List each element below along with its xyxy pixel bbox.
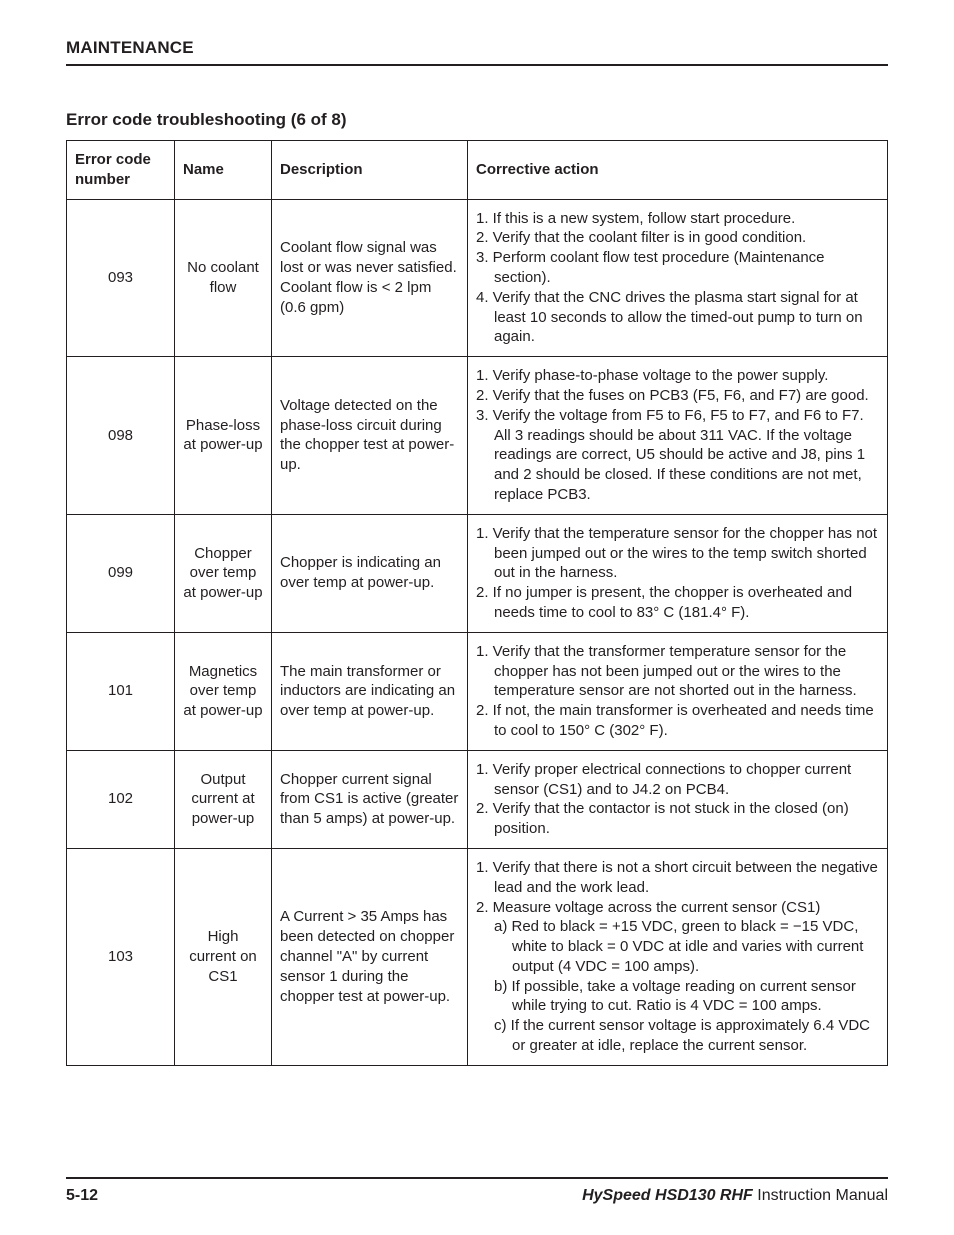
table-row: 101 Magnetics over temp at power-up The … <box>67 632 888 750</box>
product-name: HySpeed HSD130 RHF <box>582 1187 753 1204</box>
cell-desc: Coolant flow signal was lost or was neve… <box>272 199 468 357</box>
table-row: 093 No coolant flow Coolant flow signal … <box>67 199 888 357</box>
action-subitem: a) Red to black = +15 VDC, green to blac… <box>476 917 879 976</box>
cell-name: High current on CS1 <box>175 848 272 1065</box>
cell-name: No coolant flow <box>175 199 272 357</box>
action-item: 2. Measure voltage across the current se… <box>476 898 879 918</box>
cell-name: Output current at power-up <box>175 750 272 848</box>
table-row: 102 Output current at power-up Chopper c… <box>67 750 888 848</box>
cell-code: 098 <box>67 357 175 515</box>
cell-action: 1. Verify that there is not a short circ… <box>468 848 888 1065</box>
action-item: 1. Verify that the transformer temperatu… <box>476 642 879 701</box>
page-number: 5-12 <box>66 1187 98 1205</box>
table-row: 098 Phase-loss at power-up Voltage detec… <box>67 357 888 515</box>
cell-code: 103 <box>67 848 175 1065</box>
page-footer: 5-12 HySpeed HSD130 RHF Instruction Manu… <box>66 1177 888 1205</box>
action-item: 1. Verify that the temperature sensor fo… <box>476 524 879 583</box>
col-error-code: Error code number <box>67 141 175 200</box>
table-row: 099 Chopper over temp at power-up Choppe… <box>67 514 888 632</box>
cell-code: 099 <box>67 514 175 632</box>
action-item: 3. Perform coolant flow test procedure (… <box>476 248 879 288</box>
cell-name: Phase-loss at power-up <box>175 357 272 515</box>
action-subitem: b) If possible, take a voltage reading o… <box>476 977 879 1017</box>
cell-desc: A Current > 35 Amps has been detected on… <box>272 848 468 1065</box>
action-item: 2. If no jumper is present, the chopper … <box>476 583 879 623</box>
cell-desc: Chopper current signal from CS1 is activ… <box>272 750 468 848</box>
action-item: 3. Verify the voltage from F5 to F6, F5 … <box>476 406 879 505</box>
cell-code: 102 <box>67 750 175 848</box>
action-subitem: c) If the current sensor voltage is appr… <box>476 1016 879 1056</box>
cell-desc: Chopper is indicating an over temp at po… <box>272 514 468 632</box>
page-container: MAINTENANCE Error code troubleshooting (… <box>0 0 954 1235</box>
error-code-table: Error code number Name Description Corre… <box>66 140 888 1066</box>
doc-title: HySpeed HSD130 RHF Instruction Manual <box>582 1187 888 1205</box>
action-item: 2. Verify that the coolant filter is in … <box>476 228 879 248</box>
col-description: Description <box>272 141 468 200</box>
action-item: 1. Verify phase-to-phase voltage to the … <box>476 366 879 386</box>
cell-code: 093 <box>67 199 175 357</box>
doc-suffix: Instruction Manual <box>753 1187 888 1204</box>
cell-code: 101 <box>67 632 175 750</box>
cell-action: 1. Verify phase-to-phase voltage to the … <box>468 357 888 515</box>
table-title: Error code troubleshooting (6 of 8) <box>66 110 888 130</box>
col-name: Name <box>175 141 272 200</box>
action-item: 2. Verify that the contactor is not stuc… <box>476 799 879 839</box>
cell-desc: Voltage detected on the phase-loss circu… <box>272 357 468 515</box>
action-item: 1. Verify proper electrical connections … <box>476 760 879 800</box>
table-header-row: Error code number Name Description Corre… <box>67 141 888 200</box>
action-item: 1. If this is a new system, follow start… <box>476 209 879 229</box>
cell-action: 1. Verify that the transformer temperatu… <box>468 632 888 750</box>
cell-name: Chopper over temp at power-up <box>175 514 272 632</box>
cell-action: 1. Verify proper electrical connections … <box>468 750 888 848</box>
table-row: 103 High current on CS1 A Current > 35 A… <box>67 848 888 1065</box>
cell-name: Magnetics over temp at power-up <box>175 632 272 750</box>
col-corrective-action: Corrective action <box>468 141 888 200</box>
action-item: 2. If not, the main transformer is overh… <box>476 701 879 741</box>
action-item: 4. Verify that the CNC drives the plasma… <box>476 288 879 347</box>
section-header: MAINTENANCE <box>66 38 888 66</box>
action-item: 2. Verify that the fuses on PCB3 (F5, F6… <box>476 386 879 406</box>
cell-action: 1. Verify that the temperature sensor fo… <box>468 514 888 632</box>
action-item: 1. Verify that there is not a short circ… <box>476 858 879 898</box>
cell-desc: The main transformer or inductors are in… <box>272 632 468 750</box>
cell-action: 1. If this is a new system, follow start… <box>468 199 888 357</box>
